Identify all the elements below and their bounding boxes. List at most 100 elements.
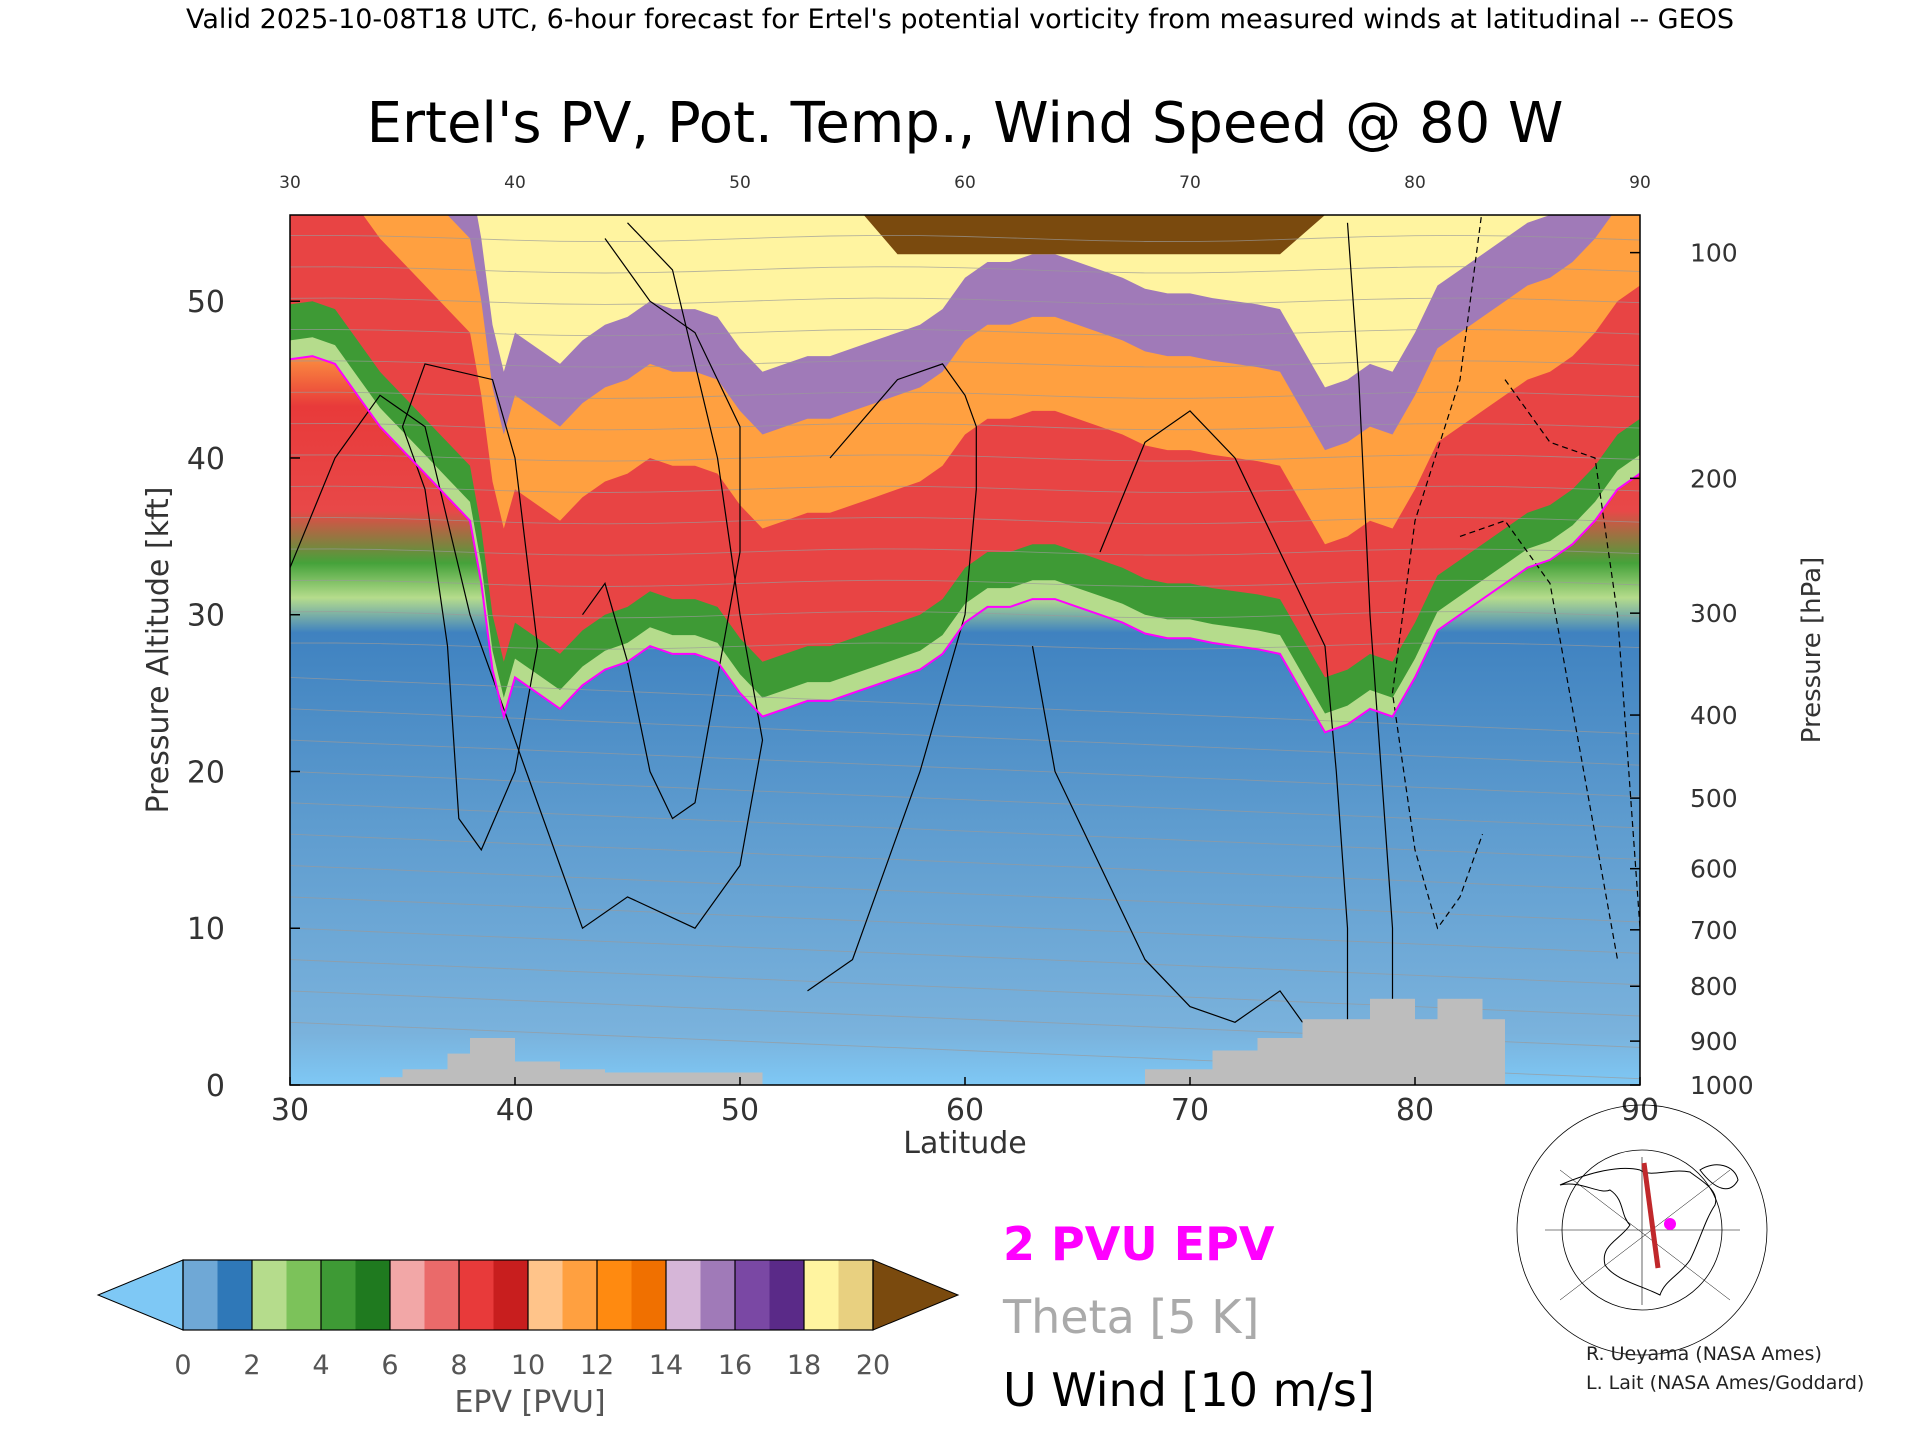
terrain-block <box>470 1038 515 1085</box>
map-location-marker <box>1664 1218 1676 1230</box>
theta-line <box>290 360 1640 368</box>
legend-wind-label: U Wind [10 m/s] <box>1003 1363 1375 1417</box>
x-tick-label: 30 <box>271 1093 309 1128</box>
colorbar-tick-label: 10 <box>511 1350 545 1381</box>
u-wind-contour <box>1504 379 1640 929</box>
x-top-tick-label: 40 <box>504 173 526 193</box>
x-tick-label: 90 <box>1621 1093 1659 1128</box>
y-axis-left-label: Pressure Altitude [kft] <box>141 487 176 814</box>
theta-line <box>290 708 1640 766</box>
terrain-block <box>1145 1069 1213 1085</box>
y-tick-label: 30 <box>187 599 225 634</box>
theta-line <box>290 548 1640 556</box>
colorbar-swatch <box>735 1260 770 1330</box>
x-top-tick-label: 30 <box>279 173 301 193</box>
theta-line <box>290 517 1640 525</box>
terrain-block <box>672 1072 718 1085</box>
colorbar-swatch <box>700 1260 736 1330</box>
terrain-mask <box>380 998 1505 1085</box>
theta-line <box>290 833 1640 892</box>
theta-line <box>290 391 1640 399</box>
colorbar-swatch <box>321 1260 356 1330</box>
epv-band-yellow <box>477 215 1550 388</box>
pressure-tick-label: 400 <box>1690 701 1738 730</box>
colorbar-swatch <box>390 1260 425 1330</box>
x-top-tick-label: 70 <box>1179 173 1201 193</box>
u-wind-contour <box>582 238 741 820</box>
theta-line <box>290 297 1640 305</box>
theta-line <box>290 328 1640 337</box>
colorbar-over-arrow <box>872 1259 960 1331</box>
colorbar-swatch <box>597 1260 632 1330</box>
colorbar-tick-label: 12 <box>580 1350 614 1381</box>
colorbar-swatch <box>838 1260 874 1330</box>
map-coastline <box>1559 1167 1717 1296</box>
terrain-block <box>402 1069 448 1085</box>
x-tick-label: 40 <box>496 1093 534 1128</box>
u-wind-contour <box>1031 645 1303 1023</box>
epv-colorbar: 0 2 4 6 8 10 12 14 16 18 20 <box>96 1259 960 1381</box>
credit-line-1: R. Ueyama (NASA Ames) <box>1586 1343 1822 1365</box>
colorbar-swatch <box>666 1260 701 1330</box>
colorbar-tick-label: 6 <box>381 1350 398 1381</box>
map-latitude-circle <box>1516 1104 1768 1356</box>
pressure-tick-label: 700 <box>1690 916 1738 945</box>
pressure-tick-label: 800 <box>1690 972 1738 1001</box>
theta-line <box>290 423 1640 431</box>
x-axis-top: 30 40 50 60 70 80 90 <box>279 173 1651 193</box>
colorbar-under-arrow <box>96 1259 184 1331</box>
u-wind-contour <box>401 363 539 852</box>
x-axis-label: Latitude <box>903 1126 1026 1161</box>
colorbar-tick-label: 14 <box>649 1350 683 1381</box>
theta-line <box>290 642 1640 650</box>
theta-line <box>290 234 1640 243</box>
terrain-block <box>1302 1019 1370 1085</box>
legend-epv-line-label: 2 PVU EPV <box>1003 1217 1275 1271</box>
x-top-tick-label: 50 <box>729 173 751 193</box>
theta-line <box>290 927 1640 986</box>
colorbar-tick-label: 20 <box>856 1350 890 1381</box>
valid-time-header: Valid 2025-10-08T18 UTC, 6-hour forecast… <box>186 4 1734 35</box>
u-wind-contour <box>1459 519 1619 960</box>
theta-isentropes <box>290 234 1640 1080</box>
x-top-tick-label: 60 <box>954 173 976 193</box>
theta-line <box>290 676 1640 735</box>
pressure-tick-label: 900 <box>1690 1027 1738 1056</box>
terrain-block <box>560 1069 605 1085</box>
terrain-block <box>1415 1019 1438 1085</box>
theta-line <box>290 579 1640 587</box>
y-tick-label: 50 <box>187 285 225 320</box>
x-tick-label: 80 <box>1396 1093 1434 1128</box>
u-wind-contours <box>290 215 1640 1085</box>
colorbar-tick-label: 16 <box>718 1350 752 1381</box>
pressure-tick-label: 600 <box>1690 855 1738 884</box>
colorbar-swatch <box>424 1260 460 1330</box>
y-axis-right: 1000 900 800 700 600 500 400 300 200 100 <box>1630 239 1754 1100</box>
pressure-tick-label: 300 <box>1690 599 1738 628</box>
theta-line <box>290 485 1640 493</box>
pressure-tick-label: 200 <box>1690 464 1738 493</box>
y-tick-label: 20 <box>187 755 225 790</box>
colorbar-tick-label: 0 <box>174 1350 191 1381</box>
map-section-track <box>1641 1162 1661 1269</box>
pressure-tick-label: 500 <box>1690 784 1738 813</box>
map-coastline-greenland <box>1699 1164 1739 1190</box>
colorbar-swatch <box>252 1260 287 1330</box>
terrain-block <box>1482 1019 1505 1085</box>
terrain-block <box>605 1072 673 1085</box>
colorbar-tick-label: 4 <box>312 1350 329 1381</box>
chart-title: Ertel's PV, Pot. Temp., Wind Speed @ 80 … <box>367 91 1564 156</box>
y-tick-label: 10 <box>187 912 225 947</box>
credit-line-2: L. Lait (NASA Ames/Goddard) <box>1586 1372 1864 1394</box>
y-tick-label: 40 <box>187 442 225 477</box>
terrain-block <box>1212 1050 1258 1085</box>
terrain-block <box>1437 998 1483 1085</box>
theta-line <box>290 739 1640 798</box>
x-tick-label: 70 <box>1171 1093 1209 1128</box>
colorbar-swatch <box>769 1260 805 1330</box>
stratosphere-fill <box>290 215 1640 733</box>
theta-line <box>290 865 1640 923</box>
pressure-tick-label: 1000 <box>1690 1071 1754 1100</box>
plot-area <box>290 215 1640 1085</box>
